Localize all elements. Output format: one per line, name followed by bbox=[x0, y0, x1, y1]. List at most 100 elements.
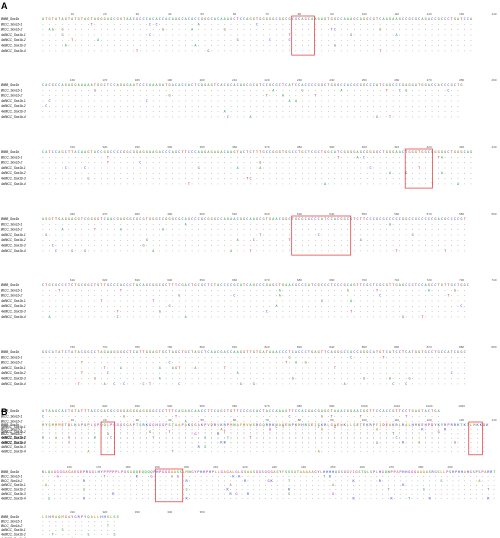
match-dot bbox=[204, 311, 206, 312]
residue: T bbox=[451, 17, 453, 21]
residue: C bbox=[110, 283, 112, 287]
variant-residue: G bbox=[402, 315, 404, 319]
variant-residue: C bbox=[45, 104, 47, 108]
ruler-tick: 610 bbox=[70, 278, 75, 282]
match-dot bbox=[425, 316, 426, 318]
match-dot bbox=[425, 162, 426, 163]
residue: A bbox=[178, 409, 180, 413]
match-dot bbox=[340, 362, 342, 363]
match-dot bbox=[340, 429, 342, 430]
match-dot bbox=[124, 489, 126, 490]
match-dot bbox=[243, 442, 245, 443]
match-dot bbox=[62, 173, 63, 174]
ruler-tick: 230 bbox=[272, 465, 277, 469]
match-dot bbox=[412, 245, 413, 246]
match-dot bbox=[68, 167, 70, 169]
match-dot bbox=[418, 245, 420, 246]
residue: C bbox=[392, 83, 394, 87]
residue: C bbox=[246, 283, 248, 287]
ruler-tick: 250 bbox=[362, 78, 367, 82]
residue: G bbox=[259, 423, 261, 427]
match-dot bbox=[230, 34, 232, 36]
residue: C bbox=[279, 350, 281, 354]
match-dot bbox=[88, 157, 89, 158]
match-dot bbox=[198, 100, 199, 102]
match-dot bbox=[237, 426, 238, 428]
ruler-tick: 470 bbox=[102, 212, 107, 216]
match-dot bbox=[55, 157, 57, 158]
residue: C bbox=[100, 150, 102, 154]
match-dot bbox=[412, 29, 413, 30]
match-dot bbox=[353, 446, 355, 448]
match-dot bbox=[94, 373, 96, 374]
match-dot bbox=[315, 167, 316, 169]
match-dot bbox=[412, 45, 413, 46]
match-dot bbox=[250, 362, 251, 363]
match-dot bbox=[431, 34, 433, 36]
match-dot bbox=[379, 362, 381, 363]
match-dot bbox=[464, 362, 465, 363]
match-dot bbox=[198, 229, 199, 230]
match-dot bbox=[133, 245, 134, 246]
match-dot bbox=[308, 416, 310, 417]
match-dot bbox=[418, 442, 420, 444]
match-dot bbox=[276, 234, 277, 236]
match-dot bbox=[259, 485, 260, 486]
match-dot bbox=[418, 426, 420, 428]
match-dot bbox=[224, 451, 225, 452]
match-dot bbox=[250, 240, 251, 241]
residue: H bbox=[467, 470, 469, 474]
match-dot bbox=[42, 116, 44, 118]
match-dot bbox=[77, 489, 79, 490]
match-dot bbox=[451, 24, 452, 25]
match-dot bbox=[263, 416, 264, 417]
variant-residue: A bbox=[282, 94, 284, 98]
residue: C bbox=[340, 150, 342, 154]
match-dot bbox=[256, 383, 258, 385]
match-dot bbox=[243, 245, 245, 246]
match-dot bbox=[334, 306, 336, 307]
match-dot bbox=[68, 295, 70, 296]
match-dot bbox=[438, 367, 439, 369]
residue: G bbox=[402, 283, 404, 287]
match-dot bbox=[178, 178, 180, 179]
match-dot bbox=[315, 116, 316, 118]
match-dot bbox=[373, 178, 374, 179]
match-dot bbox=[373, 229, 374, 230]
match-dot bbox=[302, 426, 303, 428]
match-dot bbox=[327, 34, 329, 36]
match-dot bbox=[204, 50, 206, 52]
residue: A bbox=[470, 17, 472, 21]
residue: R bbox=[86, 470, 89, 474]
match-dot bbox=[470, 173, 472, 174]
ruler-tick: 20 bbox=[103, 418, 107, 422]
match-dot bbox=[464, 173, 465, 174]
match-dot bbox=[353, 362, 355, 363]
match-dot bbox=[451, 178, 452, 179]
match-dot bbox=[139, 432, 141, 433]
match-dot bbox=[237, 311, 238, 312]
match-dot bbox=[444, 45, 446, 46]
match-dot bbox=[353, 300, 355, 302]
residue: G bbox=[337, 350, 339, 354]
match-dot bbox=[200, 480, 202, 482]
match-dot bbox=[457, 383, 459, 385]
match-dot bbox=[126, 29, 128, 30]
match-dot bbox=[126, 357, 128, 358]
match-dot bbox=[81, 300, 83, 302]
match-dot bbox=[113, 178, 115, 179]
ruler-tick: 420 bbox=[427, 145, 432, 149]
match-dot bbox=[451, 34, 452, 36]
sequence-name: 4xBtCC_Sox1b-3 bbox=[1, 310, 26, 314]
sequence-name: 4xBtCC_Sox1b-3 bbox=[1, 44, 26, 48]
match-dot bbox=[256, 245, 258, 246]
residue: T bbox=[360, 217, 362, 221]
match-dot bbox=[386, 383, 387, 385]
match-dot bbox=[353, 24, 355, 25]
residue: G bbox=[308, 409, 310, 413]
variant-residue: T bbox=[117, 310, 119, 314]
match-dot bbox=[405, 162, 407, 163]
match-dot bbox=[217, 373, 219, 374]
match-dot bbox=[265, 480, 266, 482]
ruler-tick: 60 bbox=[233, 12, 237, 16]
